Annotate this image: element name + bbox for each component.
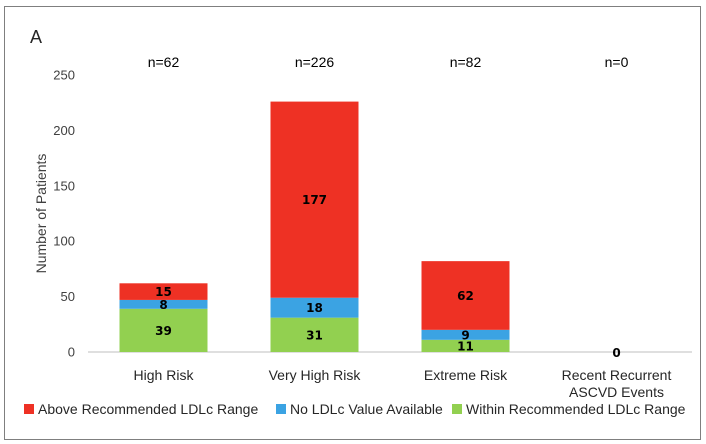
bar-segment	[270, 101, 359, 298]
legend-swatch	[452, 404, 462, 414]
y-tick-label: 150	[53, 178, 75, 193]
bar-segment	[270, 297, 359, 318]
bar-segment	[119, 299, 208, 309]
panel-letter: A	[30, 27, 42, 47]
bar-segment	[421, 329, 510, 340]
sample-size-label: n=0	[605, 54, 629, 70]
y-axis-label: Number of Patients	[33, 154, 49, 274]
data-label: 9	[461, 328, 469, 342]
x-category-label: Very High Risk	[269, 367, 362, 383]
legend-label: No LDLc Value Available	[290, 401, 443, 417]
bar-segment	[421, 339, 510, 352]
sample-size-label: n=82	[450, 54, 482, 70]
y-tick-label: 0	[68, 345, 75, 360]
legend-swatch	[24, 404, 34, 414]
legend-swatch	[276, 404, 286, 414]
data-label: 62	[457, 289, 474, 303]
y-tick-label: 50	[61, 289, 75, 304]
y-tick-label: 100	[53, 234, 75, 249]
bar-segment	[119, 283, 208, 300]
data-label: 0	[612, 346, 620, 360]
legend-label: Within Recommended LDLc Range	[466, 401, 686, 417]
bar-segment	[421, 261, 510, 330]
data-label: 39	[155, 324, 172, 338]
x-category-label: High Risk	[134, 367, 195, 383]
x-category-label: ASCVD Events	[569, 384, 664, 400]
data-label: 31	[306, 328, 323, 342]
data-label: 15	[155, 285, 172, 299]
data-label: 18	[306, 301, 323, 315]
data-label: 177	[302, 193, 327, 207]
x-category-label: Recent Recurrent	[562, 367, 672, 383]
y-tick-label: 200	[53, 123, 75, 138]
data-label: 8	[159, 298, 167, 312]
sample-size-label: n=62	[148, 54, 180, 70]
data-label: 11	[457, 339, 474, 353]
sample-size-label: n=226	[295, 54, 335, 70]
bar-segment	[270, 317, 359, 352]
x-category-label: Extreme Risk	[424, 367, 508, 383]
bar-segment	[119, 308, 208, 352]
legend-label: Above Recommended LDLc Range	[38, 401, 258, 417]
y-tick-label: 250	[53, 68, 75, 83]
